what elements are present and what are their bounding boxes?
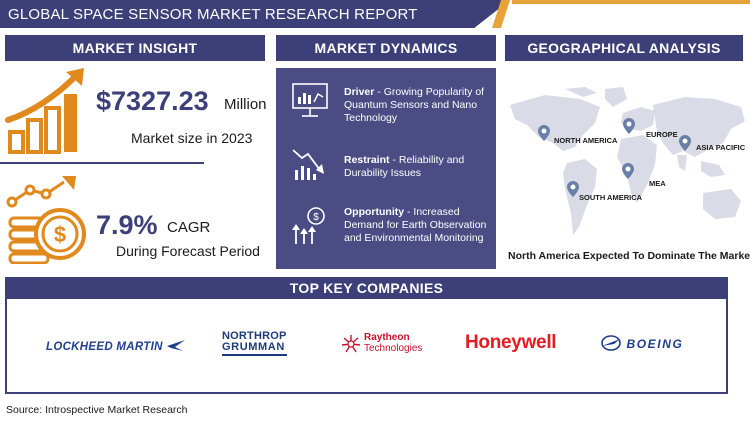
top-companies-header: TOP KEY COMPANIES bbox=[5, 277, 728, 299]
opportunity-label: Opportunity bbox=[344, 206, 405, 218]
lockheed-martin-logo: LOCKHEED MARTIN bbox=[46, 337, 186, 355]
northrop-grumman-logo: NORTHROP GRUMMAN bbox=[222, 331, 287, 356]
asia-pacific-pin-icon bbox=[679, 135, 691, 151]
geographical-analysis-header: GEOGRAPHICAL ANALYSIS bbox=[505, 35, 743, 61]
svg-text:$: $ bbox=[54, 222, 66, 247]
growth-coin-icon: $ bbox=[292, 207, 325, 244]
raytheon-name: Raytheon bbox=[364, 332, 410, 343]
title-banner: GLOBAL SPACE SENSOR MARKET RESEARCH REPO… bbox=[0, 0, 510, 28]
region-mea: MEA bbox=[649, 179, 666, 188]
declining-chart-icon bbox=[292, 149, 324, 180]
raytheon-burst-icon bbox=[341, 335, 361, 353]
restraint-label: Restraint bbox=[344, 154, 390, 166]
driver-item: Driver - Growing Popularity of Quantum S… bbox=[344, 86, 485, 124]
honeywell-logo: Honeywell bbox=[465, 332, 557, 354]
restraint-text: Reliability and Durability Issues bbox=[344, 154, 465, 179]
coin-growth-icon: $ bbox=[6, 176, 86, 264]
growth-chart-icon bbox=[5, 68, 84, 154]
grumman-name: GRUMMAN bbox=[222, 342, 287, 356]
region-europe: EUROPE bbox=[646, 130, 678, 139]
honeywell-name: Honeywell bbox=[465, 332, 557, 353]
raytheon-technologies: Technologies bbox=[364, 343, 423, 354]
driver-label: Driver bbox=[344, 86, 375, 98]
europe-pin-icon bbox=[623, 118, 635, 134]
market-dynamics-panel: Driver - Growing Popularity of Quantum S… bbox=[276, 68, 496, 269]
lockheed-martin-name: LOCKHEED MARTIN bbox=[46, 341, 163, 353]
boeing-name: BOEING bbox=[626, 337, 684, 351]
report-title: GLOBAL SPACE SENSOR MARKET RESEARCH REPO… bbox=[8, 6, 418, 23]
market-size-value: $7327.23 bbox=[96, 86, 209, 116]
south-america-pin-icon bbox=[567, 181, 579, 197]
lockheed-star-icon bbox=[167, 340, 186, 351]
mea-pin-icon bbox=[622, 163, 634, 179]
boeing-symbol-icon bbox=[601, 335, 621, 351]
north-america-pin-icon bbox=[538, 125, 550, 141]
cagr-unit: CAGR bbox=[167, 219, 211, 236]
cagr-value: 7.9% bbox=[96, 210, 158, 240]
opportunity-text: Increased Demand for Earth Observation a… bbox=[344, 206, 487, 244]
svg-text:$: $ bbox=[313, 212, 319, 223]
market-size-caption: Market size in 2023 bbox=[131, 130, 253, 146]
geo-caption: North America Expected To Dominate The M… bbox=[508, 250, 750, 262]
region-south-america: SOUTH AMERICA bbox=[579, 193, 643, 202]
northrop-name: NORTHROP bbox=[222, 330, 287, 342]
cagr-caption: During Forecast Period bbox=[116, 243, 260, 259]
boeing-logo: BOEING bbox=[600, 334, 683, 353]
analytics-board-icon bbox=[292, 83, 328, 117]
opportunity-item: Opportunity - Increased Demand for Earth… bbox=[344, 206, 487, 244]
region-asia-pacific: ASIA PACIFIC bbox=[696, 143, 746, 152]
source-note: Source: Introspective Market Research bbox=[6, 404, 188, 416]
market-insight-header: MARKET INSIGHT bbox=[5, 35, 265, 61]
banner-accent-bar bbox=[512, 0, 750, 4]
insight-divider bbox=[0, 162, 204, 164]
driver-text: Growing Popularity of Quantum Sensors an… bbox=[344, 86, 485, 124]
market-size-unit: Million bbox=[224, 96, 267, 113]
restraint-item: Restraint - Reliability and Durability I… bbox=[344, 154, 465, 179]
region-north-america: NORTH AMERICA bbox=[554, 136, 618, 145]
market-dynamics-header: MARKET DYNAMICS bbox=[276, 35, 496, 61]
companies-box bbox=[5, 299, 728, 394]
